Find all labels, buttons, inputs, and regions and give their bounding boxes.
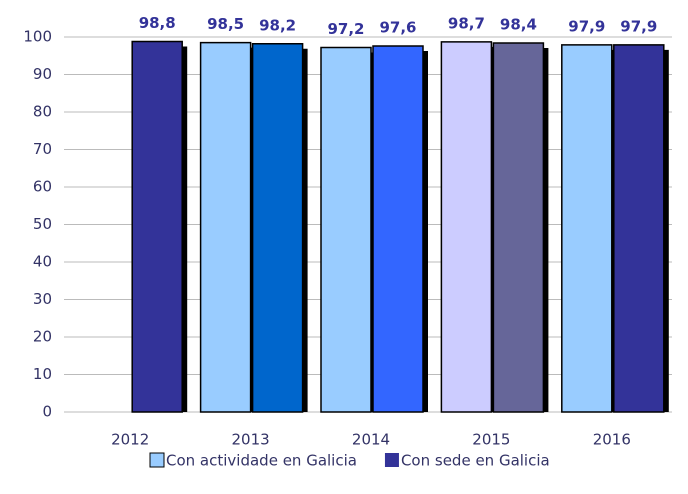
value-label: 98,4 bbox=[500, 16, 537, 34]
x-tick-label: 2016 bbox=[593, 431, 631, 449]
y-tick-label: 90 bbox=[33, 65, 52, 83]
bar bbox=[613, 44, 665, 413]
bar bbox=[372, 45, 424, 413]
legend-swatch bbox=[384, 453, 399, 467]
y-tick-label: 20 bbox=[33, 328, 52, 346]
y-tick-label: 70 bbox=[33, 140, 52, 158]
y-tick-label: 40 bbox=[33, 253, 52, 271]
bar bbox=[131, 40, 183, 413]
x-tick-label: 2014 bbox=[352, 431, 390, 449]
value-label: 97,9 bbox=[620, 17, 657, 35]
y-tick-label: 50 bbox=[33, 215, 52, 233]
value-label: 98,5 bbox=[207, 15, 244, 33]
legend-swatch bbox=[149, 452, 165, 468]
x-tick-label: 2015 bbox=[472, 431, 510, 449]
bar bbox=[251, 43, 304, 413]
y-tick-label: 10 bbox=[33, 365, 52, 383]
value-label: 97,6 bbox=[379, 19, 416, 37]
y-tick-label: 60 bbox=[33, 178, 52, 196]
legend-label: Con sede en Galicia bbox=[401, 452, 550, 470]
x-tick-label: 2012 bbox=[111, 431, 149, 449]
bar bbox=[561, 44, 613, 413]
y-tick-label: 0 bbox=[42, 403, 52, 421]
bar bbox=[320, 46, 372, 413]
bar bbox=[199, 41, 252, 413]
bar bbox=[492, 42, 545, 413]
x-tick-label: 2013 bbox=[232, 431, 270, 449]
y-tick-label: 80 bbox=[33, 103, 52, 121]
y-tick-label: 30 bbox=[33, 290, 52, 308]
value-label: 98,2 bbox=[259, 16, 296, 34]
value-label: 97,2 bbox=[327, 20, 364, 38]
value-label: 97,9 bbox=[568, 17, 605, 35]
value-label: 98,7 bbox=[448, 14, 485, 32]
legend-label: Con actividade en Galicia bbox=[166, 452, 357, 470]
value-label: 98,8 bbox=[139, 14, 176, 32]
y-tick-label: 100 bbox=[23, 28, 52, 46]
bar bbox=[440, 41, 493, 413]
